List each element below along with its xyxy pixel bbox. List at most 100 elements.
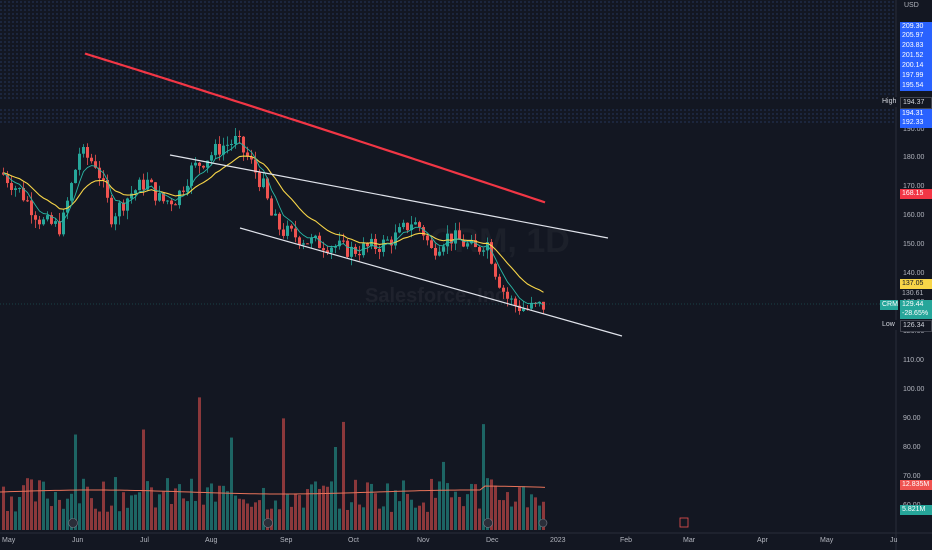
candle-body <box>194 162 197 166</box>
earnings-marker-icon <box>483 518 493 528</box>
volume-bar <box>522 486 525 530</box>
candle-body <box>442 246 445 252</box>
candle-body <box>66 200 69 213</box>
volume-bar <box>186 501 189 530</box>
candle-body <box>162 193 165 202</box>
volume-bar <box>322 485 325 530</box>
candle-body <box>166 200 169 202</box>
candle-body <box>18 188 21 190</box>
candle-body <box>10 183 13 190</box>
candle-body <box>498 276 501 288</box>
volume-bar <box>18 496 21 530</box>
candle-body <box>202 165 205 168</box>
volume-bar <box>230 437 233 530</box>
candle-body <box>278 213 281 230</box>
candle-body <box>342 240 345 242</box>
candle-body <box>458 230 461 240</box>
candle-body <box>282 229 285 236</box>
volume-bar <box>510 506 513 530</box>
volume-bar <box>370 483 373 530</box>
ema-line <box>3 155 544 293</box>
candle-body <box>182 190 185 192</box>
volume-bar <box>506 492 509 530</box>
candle-body <box>326 250 329 253</box>
candle-body <box>34 215 37 220</box>
volume-bar <box>466 494 469 530</box>
volume-bar <box>130 495 133 530</box>
earnings-upcoming-icon <box>679 517 689 528</box>
volume-bar <box>446 483 449 530</box>
volume-bar <box>282 418 285 530</box>
volume-bar <box>62 508 65 530</box>
volume-bar <box>82 478 85 530</box>
volume-bar <box>414 507 417 530</box>
volume-bar <box>366 482 369 530</box>
candle-body <box>478 247 481 252</box>
volume-bar <box>210 483 213 530</box>
volume-bar <box>234 495 237 530</box>
candle-body <box>394 232 397 246</box>
volume-bar <box>250 506 253 530</box>
candle-body <box>358 253 361 256</box>
candle-body <box>506 291 509 299</box>
volume-bar <box>106 511 109 530</box>
candle-body <box>482 250 485 252</box>
volume-bar <box>530 494 533 530</box>
candle-body <box>58 221 61 235</box>
candle-body <box>90 157 93 162</box>
candle-body <box>542 301 545 310</box>
volume-bar <box>406 493 409 530</box>
candle-body <box>214 143 217 156</box>
volume-bar <box>86 486 89 530</box>
candle-body <box>118 202 121 217</box>
volume-bar <box>30 479 33 530</box>
volume-bar <box>350 502 353 530</box>
candle-body <box>398 227 401 233</box>
candle-body <box>190 165 193 186</box>
volume-bar <box>98 511 101 530</box>
candle-body <box>418 222 421 228</box>
candle-body <box>338 240 341 247</box>
volume-bar <box>338 508 341 530</box>
candle-body <box>330 247 333 253</box>
volume-bar <box>534 497 537 530</box>
volume-bar <box>154 507 157 530</box>
volume-bar <box>290 506 293 530</box>
volume-bar <box>194 500 197 530</box>
candle-body <box>490 242 493 264</box>
volume-bar <box>22 485 25 530</box>
candle-body <box>530 302 533 309</box>
candle-body <box>514 298 517 306</box>
candle-body <box>74 169 77 184</box>
volume-bar <box>134 494 137 530</box>
candle-body <box>122 202 125 211</box>
volume-bar <box>434 497 437 530</box>
volume-bar <box>358 504 361 530</box>
volume-bar <box>42 481 45 530</box>
volume-bar <box>190 478 193 530</box>
volume-bar <box>478 508 481 530</box>
volume-bar <box>390 511 393 530</box>
candle-body <box>322 248 325 251</box>
volume-bar <box>494 485 497 530</box>
candle-body <box>46 215 49 220</box>
volume-bar <box>378 508 381 530</box>
volume-bar <box>326 486 329 530</box>
candle-body <box>406 222 409 231</box>
volume-bar <box>398 501 401 530</box>
candle-body <box>286 225 289 236</box>
candle-body <box>434 247 437 256</box>
candle-body <box>234 135 237 145</box>
volume-bar <box>498 499 501 530</box>
volume-bar <box>482 424 485 530</box>
volume-bar <box>222 485 225 530</box>
candle-body <box>62 212 65 235</box>
candle-body <box>438 251 441 256</box>
volume-bar <box>170 503 173 530</box>
volume-bar <box>114 477 117 530</box>
volume-bar <box>438 481 441 530</box>
volume-bar <box>162 491 165 530</box>
volume-bar <box>318 488 321 530</box>
volume-bar <box>418 505 421 530</box>
